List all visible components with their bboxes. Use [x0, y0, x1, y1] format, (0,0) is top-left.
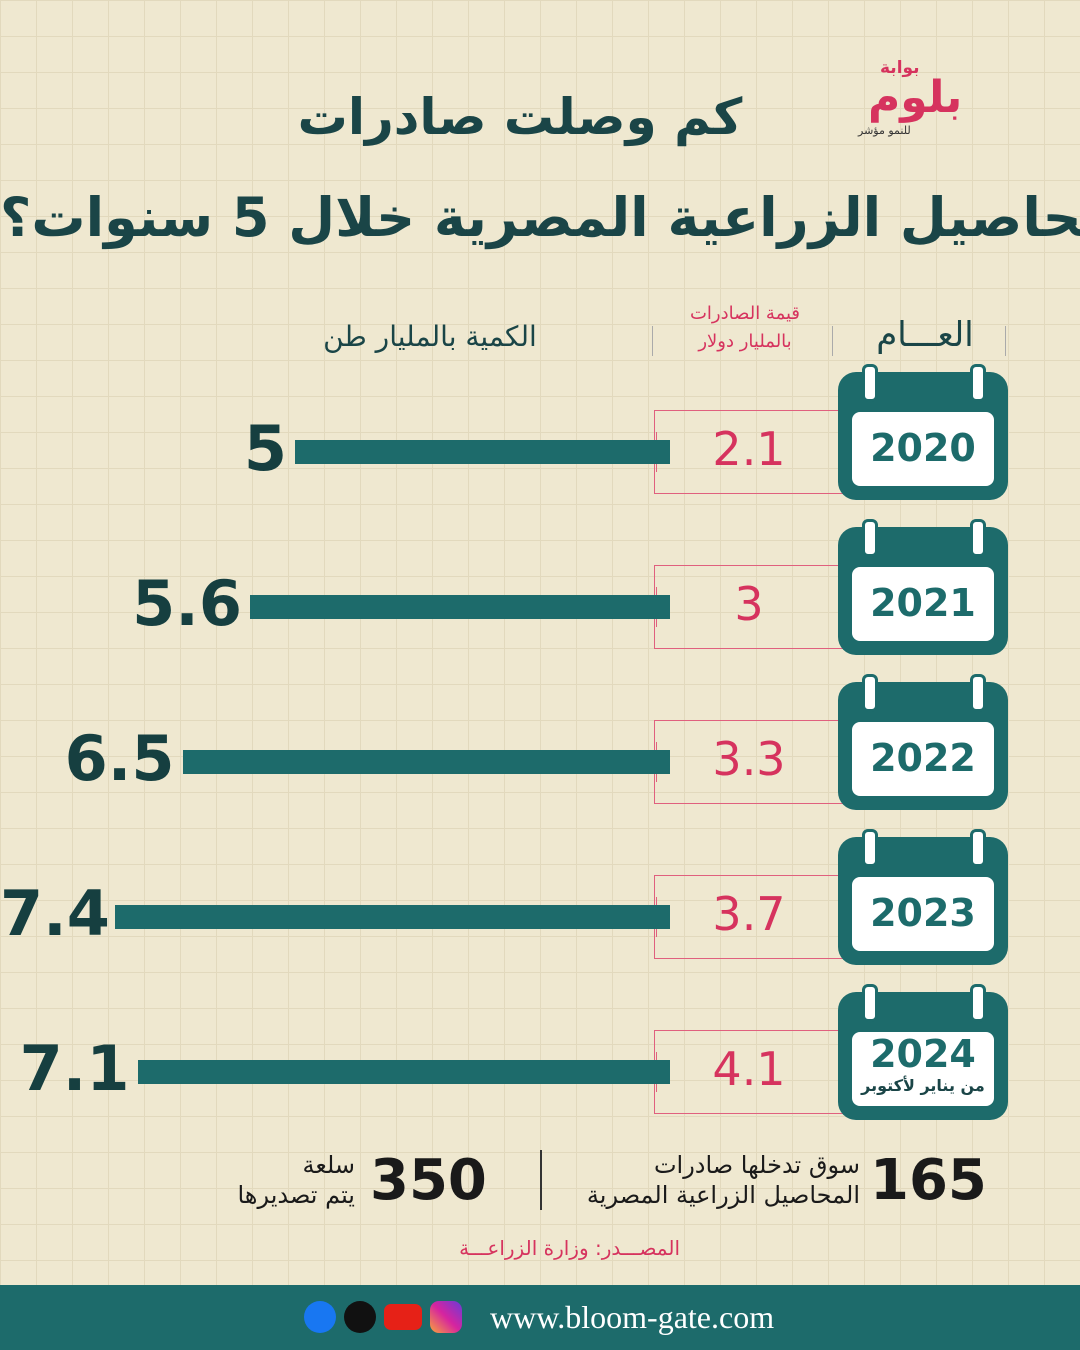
stat-line: يتم تصديرها: [237, 1181, 355, 1209]
footer: www.bloom-gate.com: [0, 1285, 1080, 1350]
year-label: 2021: [870, 581, 976, 625]
value-label: 2.1: [712, 422, 786, 476]
x-icon[interactable]: [344, 1301, 376, 1333]
quantity-header: الكمية بالمليار طن: [323, 320, 537, 353]
facebook-icon[interactable]: [304, 1301, 336, 1333]
value-label: 3: [734, 577, 764, 631]
youtube-icon[interactable]: [384, 1304, 422, 1330]
source: المصـــدر: وزارة الزراعـــة: [459, 1236, 680, 1260]
quantity-label: 5.6: [132, 567, 242, 640]
stat-line: المحاصيل الزراعية المصرية: [586, 1181, 860, 1209]
bar: [295, 440, 670, 464]
value-label: 3.3: [712, 732, 786, 786]
value-label: 4.1: [712, 1042, 786, 1096]
calendar-page: [852, 412, 994, 486]
year-label: 2023: [870, 891, 976, 935]
instagram-icon[interactable]: [430, 1301, 462, 1333]
quantity-label: 7.4: [0, 877, 110, 950]
logo-name: بلوم: [868, 72, 963, 123]
category-header: العـــام: [876, 315, 974, 355]
calendar-ring: [862, 519, 878, 557]
calendar-ring: [862, 364, 878, 402]
divider: [652, 326, 653, 356]
stat-line: سوق تدخلها صادرات: [653, 1151, 860, 1179]
stat-value: 165: [870, 1148, 987, 1213]
quantity-label: 6.5: [64, 722, 175, 795]
year-label: 2022: [870, 736, 976, 780]
divider: [540, 1150, 542, 1210]
subtitle: المحاصيل الزراعية المصرية خلال 5 سنوات؟: [0, 186, 1080, 249]
divider: [832, 326, 833, 356]
calendar-ring: [862, 829, 878, 867]
calendar-ring: [970, 519, 986, 557]
calendar-ring: [862, 674, 878, 712]
calendar-page: [852, 722, 994, 796]
logo-top: بوابة: [880, 58, 920, 78]
calendar-ring: [970, 364, 986, 402]
logo-tagline: للنمو مؤشر: [858, 124, 911, 137]
calendar-ring: [970, 984, 986, 1022]
calendar-page: [852, 567, 994, 641]
quantity-label: 5: [243, 412, 287, 485]
calendar-ring: [970, 829, 986, 867]
title: كم وصلت صادرات: [297, 88, 743, 146]
value-header: قيمة الصادرات بالمليار دولار: [689, 303, 801, 352]
url[interactable]: www.bloom-gate.com: [490, 1299, 775, 1335]
stat-text: سلعة يتم تصديرها: [150, 1150, 355, 1210]
calendar-page: [852, 1032, 994, 1106]
bar: [115, 905, 670, 929]
bar: [250, 595, 670, 619]
year-label: 2024: [870, 1032, 976, 1076]
divider: [1005, 326, 1006, 356]
calendar-ring: [970, 674, 986, 712]
value-label: 3.7: [712, 887, 786, 941]
stat-value: 350: [370, 1148, 487, 1213]
stat-text: سوق تدخلها صادرات المحاصيل الزراعية المصر…: [570, 1150, 860, 1210]
calendar-ring: [862, 984, 878, 1022]
bar: [182, 750, 670, 774]
year-note: من يناير لأكتوبر: [861, 1076, 985, 1095]
year-label: 2020: [870, 426, 976, 470]
calendar-page: [852, 877, 994, 951]
bar: [137, 1060, 670, 1084]
quantity-label: 7.1: [19, 1032, 130, 1105]
stat-line: سلعة: [302, 1151, 356, 1179]
